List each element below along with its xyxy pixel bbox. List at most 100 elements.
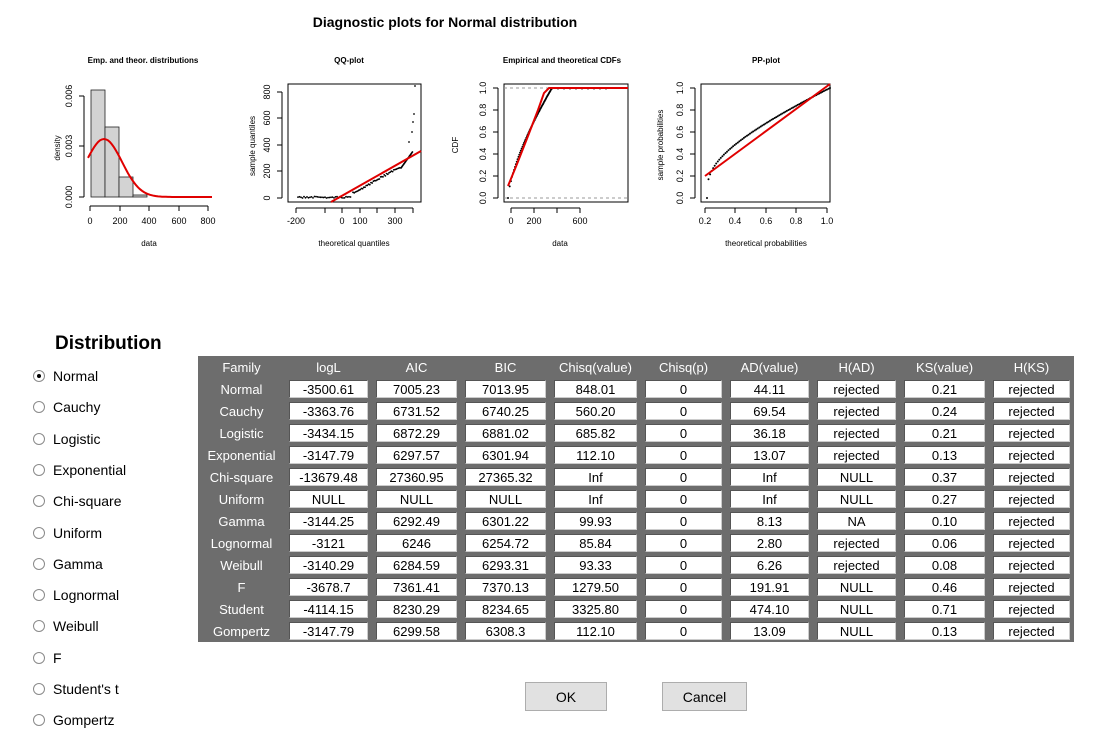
- radio-button-icon[interactable]: [33, 370, 45, 382]
- table-cell: NULL: [285, 488, 372, 510]
- x-tick-label: -200: [287, 216, 305, 226]
- cell-value: -3500.61: [289, 380, 368, 398]
- radio-button-icon[interactable]: [33, 652, 45, 664]
- y-tick-label: 0.0: [478, 192, 488, 205]
- y-tick-label: 0.2: [478, 170, 488, 183]
- table-cell: 6731.52: [372, 400, 461, 422]
- table-row: Student -4114.15 8230.29 8234.65 3325.80 0 474…: [198, 598, 1074, 620]
- x-tick-label: 200: [526, 216, 541, 226]
- table-cell: 0.27: [900, 488, 989, 510]
- y-tick-label: 1.0: [478, 82, 488, 95]
- radio-f[interactable]: F: [33, 648, 62, 668]
- table-cell: 13.09: [726, 620, 813, 642]
- radio-chi-square[interactable]: Chi-square: [33, 491, 121, 511]
- radio-uniform[interactable]: Uniform: [33, 523, 102, 543]
- table-cell: rejected: [813, 532, 900, 554]
- radio-button-icon[interactable]: [33, 620, 45, 632]
- cell-value: 0: [645, 446, 722, 464]
- table-cell: 0: [641, 422, 726, 444]
- radio-weibull[interactable]: Weibull: [33, 616, 99, 636]
- table-cell: 0: [641, 444, 726, 466]
- table-cell: 0: [641, 554, 726, 576]
- empirical-cdf-points: [507, 87, 607, 199]
- radio-button-icon[interactable]: [33, 464, 45, 476]
- cell-value: 112.10: [554, 622, 637, 640]
- radio-button-icon[interactable]: [33, 714, 45, 726]
- row-family-label: Normal: [198, 378, 285, 400]
- table-cell: 0: [641, 620, 726, 642]
- radio-lognormal[interactable]: Lognormal: [33, 585, 119, 605]
- cell-value: 69.54: [730, 402, 809, 420]
- cell-value: NULL: [465, 490, 546, 508]
- row-family-label: Gamma: [198, 510, 285, 532]
- cell-value: rejected: [817, 556, 896, 574]
- ok-button[interactable]: OK: [525, 682, 607, 711]
- pp-point: [723, 154, 725, 156]
- cancel-button[interactable]: Cancel: [662, 682, 747, 711]
- pp-point: [721, 155, 723, 157]
- y-axis-label: sample probabilities: [656, 110, 665, 181]
- column-header: AIC: [372, 356, 461, 378]
- radio-student-s-t[interactable]: Student's t: [33, 679, 119, 699]
- cell-value: 6731.52: [376, 402, 457, 420]
- qq-point: [392, 171, 394, 173]
- x-tick-label: 0.2: [699, 216, 712, 226]
- table-cell: 2.80: [726, 532, 813, 554]
- row-family-label: Logistic: [198, 422, 285, 444]
- cell-value: 36.18: [730, 424, 809, 442]
- table-cell: 36.18: [726, 422, 813, 444]
- table-cell: 112.10: [550, 620, 641, 642]
- fit-results-table: Family logL AIC BIC Chisq(value) Chisq(p) AD(v…: [198, 356, 1074, 642]
- cell-value: rejected: [817, 534, 896, 552]
- distribution-heading: Distribution: [55, 333, 162, 355]
- y-tick-label: 0.6: [675, 126, 685, 139]
- cell-value: 6872.29: [376, 424, 457, 442]
- table-cell: 6872.29: [372, 422, 461, 444]
- radio-button-icon[interactable]: [33, 527, 45, 539]
- cell-value: 2.80: [730, 534, 809, 552]
- radio-label: Chi-square: [53, 493, 121, 509]
- cell-value: rejected: [993, 468, 1070, 486]
- radio-normal[interactable]: Normal: [33, 366, 98, 386]
- radio-logistic[interactable]: Logistic: [33, 429, 100, 449]
- radio-exponential[interactable]: Exponential: [33, 460, 126, 480]
- radio-button-icon[interactable]: [33, 683, 45, 695]
- radio-button-icon[interactable]: [33, 495, 45, 507]
- table-cell: 7013.95: [461, 378, 550, 400]
- table-cell: 6.26: [726, 554, 813, 576]
- y-tick-label: 0.4: [675, 148, 685, 161]
- table-cell: 6297.57: [372, 444, 461, 466]
- y-tick-label: 600: [262, 110, 272, 125]
- table-cell: 6301.22: [461, 510, 550, 532]
- radio-gamma[interactable]: Gamma: [33, 554, 103, 574]
- table-row: F -3678.7 7361.41 7370.13 1279.50 0 191.91 NULL…: [198, 576, 1074, 598]
- table-cell: rejected: [989, 422, 1074, 444]
- x-tick-label: 600: [572, 216, 587, 226]
- qq-point: [297, 196, 299, 198]
- radio-cauchy[interactable]: Cauchy: [33, 397, 100, 417]
- table-cell: rejected: [989, 466, 1074, 488]
- table-cell: 0: [641, 466, 726, 488]
- table-row: Weibull -3140.29 6284.59 6293.31 93.33 0 6.26 r…: [198, 554, 1074, 576]
- radio-button-icon[interactable]: [33, 589, 45, 601]
- table-row: Exponential -3147.79 6297.57 6301.94 112.10 0…: [198, 444, 1074, 466]
- row-family-label: Lognormal: [198, 532, 285, 554]
- y-tick-label: 0: [262, 195, 272, 200]
- column-header: H(AD): [813, 356, 900, 378]
- qq-points: [297, 85, 416, 199]
- qq-point: [412, 121, 414, 123]
- radio-button-icon[interactable]: [33, 401, 45, 413]
- qq-point: [335, 196, 337, 198]
- radio-button-icon[interactable]: [33, 433, 45, 445]
- y-axis-label: sample quantiles: [248, 116, 257, 176]
- cell-value: rejected: [993, 600, 1070, 618]
- cell-value: 8234.65: [465, 600, 546, 618]
- column-header: Chisq(p): [641, 356, 726, 378]
- table-cell: NULL: [813, 576, 900, 598]
- radio-button-icon[interactable]: [33, 558, 45, 570]
- radio-gompertz[interactable]: Gompertz: [33, 710, 114, 730]
- table-cell: rejected: [813, 444, 900, 466]
- cell-value: 0.21: [904, 424, 985, 442]
- cell-value: 27365.32: [465, 468, 546, 486]
- pp-point: [735, 143, 737, 145]
